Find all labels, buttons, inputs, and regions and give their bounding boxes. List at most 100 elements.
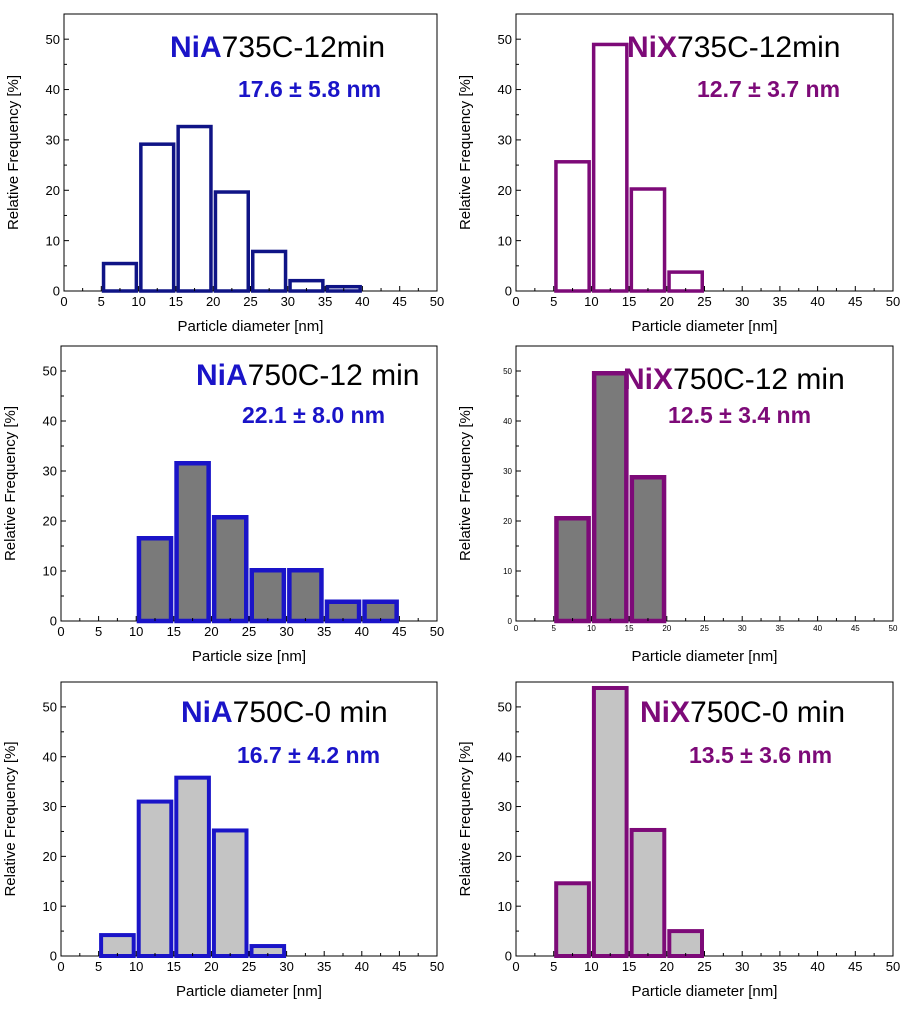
x-tick-label: 25 <box>700 624 709 633</box>
x-tick-label: 0 <box>514 624 519 633</box>
bar-5-10nm <box>554 516 591 624</box>
bar-15-20nm <box>629 475 667 624</box>
y-tick-label: 30 <box>498 133 512 148</box>
x-tick-label: 45 <box>848 294 862 309</box>
x-axis-label: Particle diameter [nm] <box>178 318 324 335</box>
y-tick-label: 20 <box>46 183 60 198</box>
y-tick-label: 0 <box>50 949 57 964</box>
x-tick-label: 25 <box>697 294 711 309</box>
x-tick-label: 40 <box>813 624 822 633</box>
x-tick-label: 0 <box>60 294 67 309</box>
x-tick-label: 40 <box>810 294 824 309</box>
bar-5-10nm <box>554 160 591 293</box>
x-tick-label: 45 <box>392 624 406 639</box>
x-tick-label: 20 <box>204 959 218 974</box>
y-tick-label: 40 <box>503 417 512 426</box>
y-axis-label: Relative Frequency [%] <box>5 75 22 230</box>
x-tick-label: 0 <box>512 294 519 309</box>
y-tick-label: 40 <box>46 82 60 97</box>
sample-prefix: NiX <box>623 363 673 396</box>
y-tick-label: 0 <box>50 614 57 629</box>
sample-title: NiA735C-12min <box>170 31 385 64</box>
x-tick-label: 25 <box>697 959 711 974</box>
sample-prefix: NiA <box>181 696 233 729</box>
y-tick-label: 10 <box>43 564 57 579</box>
x-axis-label: Particle size [nm] <box>192 648 306 665</box>
bar-5-10nm <box>101 261 139 293</box>
sample-condition: 750C-12 min <box>673 363 845 396</box>
x-tick-label: 30 <box>735 294 749 309</box>
x-tick-label: 45 <box>392 959 406 974</box>
sample-condition: 750C-0 min <box>233 696 388 729</box>
y-tick-label: 10 <box>46 233 60 248</box>
y-tick-label: 40 <box>43 749 57 764</box>
x-tick-label: 35 <box>773 959 787 974</box>
y-axis-label: Relative Frequency [%] <box>2 406 19 561</box>
y-tick-label: 10 <box>498 899 512 914</box>
bar-10-15nm <box>136 799 174 959</box>
sample-prefix: NiA <box>196 359 248 392</box>
x-tick-label: 40 <box>355 959 369 974</box>
x-tick-label: 10 <box>129 624 143 639</box>
y-tick-label: 10 <box>43 899 57 914</box>
sample-condition: 750C-12 min <box>248 359 420 392</box>
x-tick-label: 35 <box>775 624 784 633</box>
bar-10-15nm <box>591 42 629 293</box>
x-tick-label: 10 <box>584 959 598 974</box>
sample-title: NiA750C-12 min <box>196 359 419 392</box>
sample-prefix: NiA <box>170 31 222 64</box>
bar-15-20nm <box>176 124 213 293</box>
x-tick-label: 20 <box>660 294 674 309</box>
size-stats: 12.7 ± 3.7 nm <box>697 76 840 102</box>
y-tick-label: 40 <box>498 82 512 97</box>
bar-10-15nm <box>136 536 174 624</box>
x-tick-label: 0 <box>512 959 519 974</box>
x-tick-label: 10 <box>131 294 145 309</box>
y-axis-label: Relative Frequency [%] <box>457 75 474 230</box>
bar-15-20nm <box>174 461 211 624</box>
bar-20-25nm <box>211 515 249 624</box>
bar-25-30nm <box>251 249 288 293</box>
bar-15-20nm <box>629 187 667 293</box>
x-tick-label: 25 <box>243 294 257 309</box>
bar-20-25nm <box>213 190 250 293</box>
x-tick-label: 10 <box>129 959 143 974</box>
sample-condition: 750C-0 min <box>690 696 845 729</box>
x-tick-label: 0 <box>57 624 64 639</box>
y-tick-label: 50 <box>43 700 57 715</box>
bar-5-10nm <box>99 933 136 958</box>
bar-10-15nm <box>591 685 629 959</box>
x-tick-label: 30 <box>738 624 747 633</box>
x-tick-label: 50 <box>886 294 900 309</box>
chart-panel-3: 0 5 10 15 20 25 30 35 40 45 50 0 10 20 30 40 50 Particle … <box>2 345 444 665</box>
y-tick-label: 0 <box>505 949 512 964</box>
x-tick-label: 15 <box>625 624 634 633</box>
size-stats: 13.5 ± 3.6 nm <box>689 742 832 768</box>
x-tick-label: 20 <box>204 624 218 639</box>
x-axis-label: Particle diameter [nm] <box>632 648 778 665</box>
y-tick-label: 20 <box>43 849 57 864</box>
y-axis-label: Relative Frequency [%] <box>457 741 474 896</box>
x-tick-label: 45 <box>848 959 862 974</box>
x-tick-label: 35 <box>773 294 787 309</box>
x-tick-label: 50 <box>889 624 898 633</box>
sample-condition: 735C-12min <box>677 31 840 64</box>
bar-15-20nm <box>174 775 211 959</box>
x-axis-label: Particle diameter [nm] <box>176 983 322 1000</box>
x-tick-label: 30 <box>279 959 293 974</box>
y-tick-label: 10 <box>503 567 512 576</box>
x-tick-label: 50 <box>886 959 900 974</box>
x-tick-label: 15 <box>622 294 636 309</box>
x-tick-label: 45 <box>851 624 860 633</box>
x-axis-label: Particle diameter [nm] <box>632 983 778 1000</box>
x-tick-label: 5 <box>98 294 105 309</box>
bar-20-25nm <box>211 828 249 958</box>
y-tick-label: 30 <box>503 467 512 476</box>
bar-30-35nm <box>287 568 324 624</box>
x-tick-label: 5 <box>95 959 102 974</box>
x-tick-label: 5 <box>550 294 557 309</box>
sample-title: NiX750C-12 min <box>623 363 845 396</box>
x-tick-label: 40 <box>355 294 369 309</box>
chart-panel-5: 0 5 10 15 20 25 30 35 40 45 50 0 10 20 30 40 50 Particle … <box>2 681 444 1000</box>
